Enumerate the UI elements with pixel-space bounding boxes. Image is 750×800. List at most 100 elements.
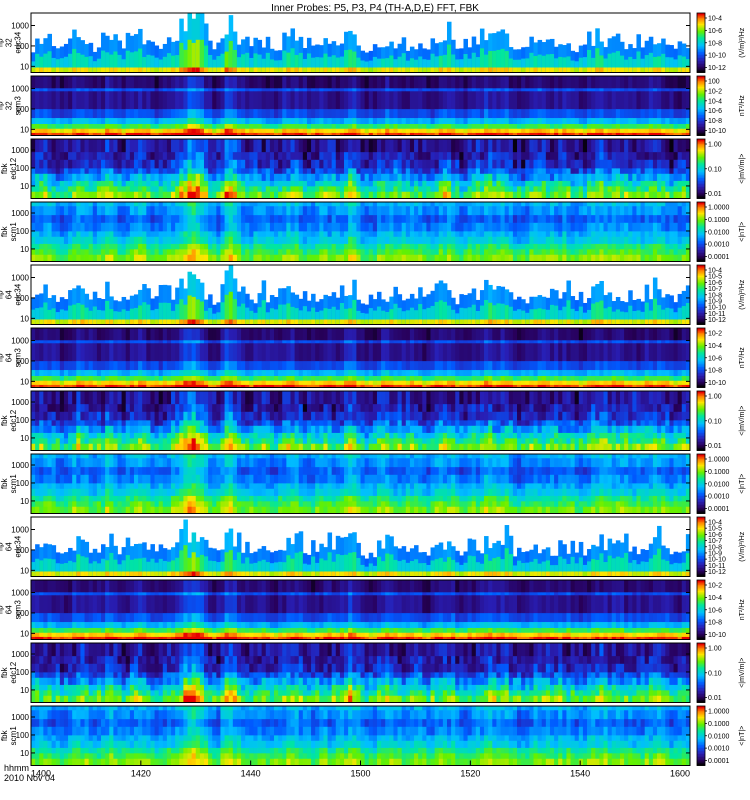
colorbar-swatch xyxy=(697,102,705,105)
spectrogram-cell xyxy=(574,117,580,124)
spectrogram-cell xyxy=(500,214,506,223)
spectrogram-cell xyxy=(554,159,559,169)
spectrogram-cell xyxy=(105,123,110,129)
spectrogram-cell xyxy=(101,117,106,124)
colorbar-swatch xyxy=(697,260,705,262)
spectrogram-cell xyxy=(331,254,337,262)
spectrogram-cell xyxy=(364,123,370,129)
spectrogram-cell xyxy=(657,191,662,199)
spectrogram-cell xyxy=(582,205,588,216)
spectrogram-cell xyxy=(335,191,341,199)
colorbar-swatch xyxy=(697,174,705,177)
spectrogram-cell xyxy=(59,67,65,73)
spectrogram-cell xyxy=(385,248,390,255)
spectrogram-cell xyxy=(80,205,85,216)
spectrogram-cell xyxy=(348,222,353,232)
spectrogram-cell xyxy=(578,139,584,153)
spectrogram-cell xyxy=(615,180,621,187)
spectrogram-cell xyxy=(549,108,555,119)
spectrogram-cell xyxy=(455,128,460,133)
spectrogram-cell xyxy=(216,76,221,89)
spectrogram-cell xyxy=(533,159,539,169)
spectrogram-cell xyxy=(434,248,440,255)
spectrogram-cell xyxy=(632,173,637,181)
colorbar-swatch xyxy=(697,98,705,101)
spectrogram-cell xyxy=(591,139,596,153)
spectrogram-cell xyxy=(525,139,530,153)
spectrogram-cell xyxy=(525,128,530,133)
spectrogram-cell xyxy=(323,159,328,169)
spectrogram-cell xyxy=(109,222,114,232)
spectrogram-cell xyxy=(385,76,390,89)
spectrogram-cell xyxy=(105,254,110,262)
spectrogram-cell xyxy=(150,310,155,325)
spectrogram-cell xyxy=(648,52,654,73)
spectrogram-cell xyxy=(109,180,114,187)
spectrogram-cell xyxy=(125,151,131,160)
spectrogram-cell xyxy=(673,117,679,124)
spectrogram-cell xyxy=(265,90,271,110)
spectrogram-cell xyxy=(587,222,592,232)
spectrogram-cell xyxy=(150,319,155,325)
spectrogram-cell xyxy=(434,87,440,92)
spectrogram-cell xyxy=(615,51,621,73)
spectrogram-cell xyxy=(479,159,485,169)
spectrogram-cell xyxy=(467,128,473,133)
spectrogram-cell xyxy=(133,167,139,174)
spectrogram-cell xyxy=(376,230,382,237)
spectrogram-cell xyxy=(278,173,283,181)
spectrogram-cell xyxy=(179,202,184,207)
spectrogram-cell xyxy=(381,248,386,255)
spectrogram-cell xyxy=(414,159,419,169)
spectrogram-cell xyxy=(566,159,571,169)
spectrogram-cell xyxy=(463,248,468,255)
spectrogram-cell xyxy=(203,173,209,181)
spectrogram-cell xyxy=(677,151,683,160)
spectrogram-cell xyxy=(537,185,543,192)
spectrogram-cell xyxy=(191,214,197,223)
spectrogram-cell xyxy=(249,87,254,92)
spectrogram-cell xyxy=(566,123,571,129)
spectrogram-cell xyxy=(681,254,687,262)
colorbar-swatch xyxy=(697,183,705,186)
spectrogram-cell xyxy=(344,185,349,192)
spectrogram-cell xyxy=(582,151,588,160)
spectrogram-cell xyxy=(344,90,349,110)
spectrogram-cell xyxy=(525,180,530,187)
colorbar-swatch xyxy=(697,90,705,93)
spectrogram-cell xyxy=(685,167,691,174)
spectrogram-cell xyxy=(249,310,254,325)
panel-frame xyxy=(30,138,691,199)
spectrogram-cell xyxy=(364,243,370,250)
spectrogram-cell xyxy=(381,108,386,119)
spectrogram-cell xyxy=(117,128,123,133)
spectrogram-cell xyxy=(191,205,197,216)
spectrogram-cell xyxy=(195,222,201,232)
spectrogram-cell xyxy=(150,167,155,174)
spectrogram-cell xyxy=(352,90,357,110)
spectrogram-cell xyxy=(125,214,131,223)
colorbar-label: <|mV/m|> xyxy=(739,154,746,184)
spectrogram-cell xyxy=(397,191,403,199)
spectrogram-cell xyxy=(80,159,85,169)
spectrogram-cell xyxy=(158,191,164,199)
spectrogram-cell xyxy=(274,254,279,262)
spectrogram-cell xyxy=(364,108,370,119)
spectrogram-cell xyxy=(344,67,349,73)
spectrogram-cell xyxy=(409,248,415,255)
spectrogram-cell xyxy=(558,151,563,160)
spectrogram-cell xyxy=(681,151,687,160)
spectrogram-cell xyxy=(669,90,674,110)
spectrogram-cell xyxy=(562,159,567,169)
spectrogram-cell xyxy=(335,230,341,237)
spectrogram-cell xyxy=(492,243,497,250)
spectrogram-cell xyxy=(632,202,637,207)
spectrogram-cell xyxy=(162,117,168,124)
spectrogram-cell xyxy=(43,236,48,244)
spectrogram-cell xyxy=(669,202,674,207)
spectrogram-cell xyxy=(500,222,506,232)
spectrogram-cell xyxy=(669,123,674,129)
spectrogram-cell xyxy=(294,132,300,136)
spectrogram-cell xyxy=(51,67,57,73)
spectrogram-cell xyxy=(175,319,180,325)
